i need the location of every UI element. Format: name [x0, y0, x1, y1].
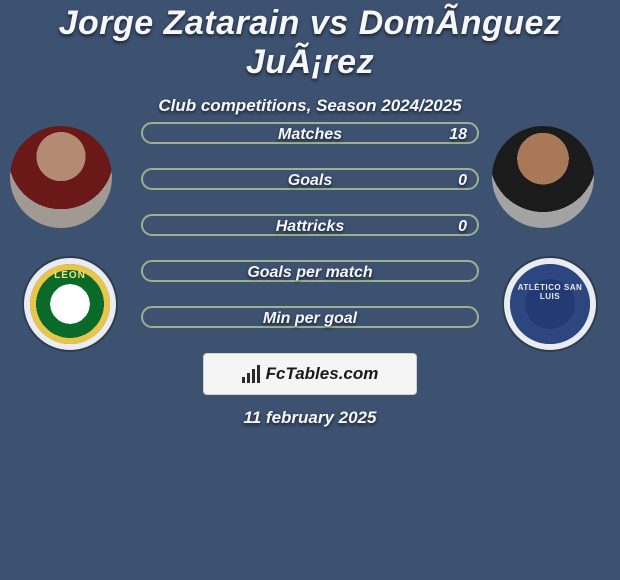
- subtitle: Club competitions, Season 2024/2025: [0, 96, 620, 116]
- stat-value-right: 18: [449, 126, 467, 144]
- stat-row: Matches 18: [141, 122, 479, 144]
- stat-label: Goals: [143, 172, 477, 190]
- stat-label: Matches: [143, 126, 477, 144]
- stat-row: Goals per match: [141, 260, 479, 282]
- stat-row: Min per goal: [141, 306, 479, 328]
- bar-chart-icon: [242, 365, 260, 383]
- stat-label: Min per goal: [143, 310, 477, 328]
- stat-value-right: 0: [458, 172, 467, 190]
- stat-label: Goals per match: [143, 264, 477, 282]
- stat-row: Goals 0: [141, 168, 479, 190]
- stat-row: Hattricks 0: [141, 214, 479, 236]
- stat-label: Hattricks: [143, 218, 477, 236]
- stats-list: Matches 18 Goals 0 Hattricks 0 Goals per…: [0, 122, 620, 328]
- date-label: 11 february 2025: [0, 408, 620, 428]
- stat-value-right: 0: [458, 218, 467, 236]
- brand-text: FcTables.com: [266, 364, 379, 384]
- page-title: Jorge Zatarain vs DomÃ­nguez JuÃ¡rez: [0, 0, 620, 82]
- brand-box: FcTables.com: [203, 353, 417, 395]
